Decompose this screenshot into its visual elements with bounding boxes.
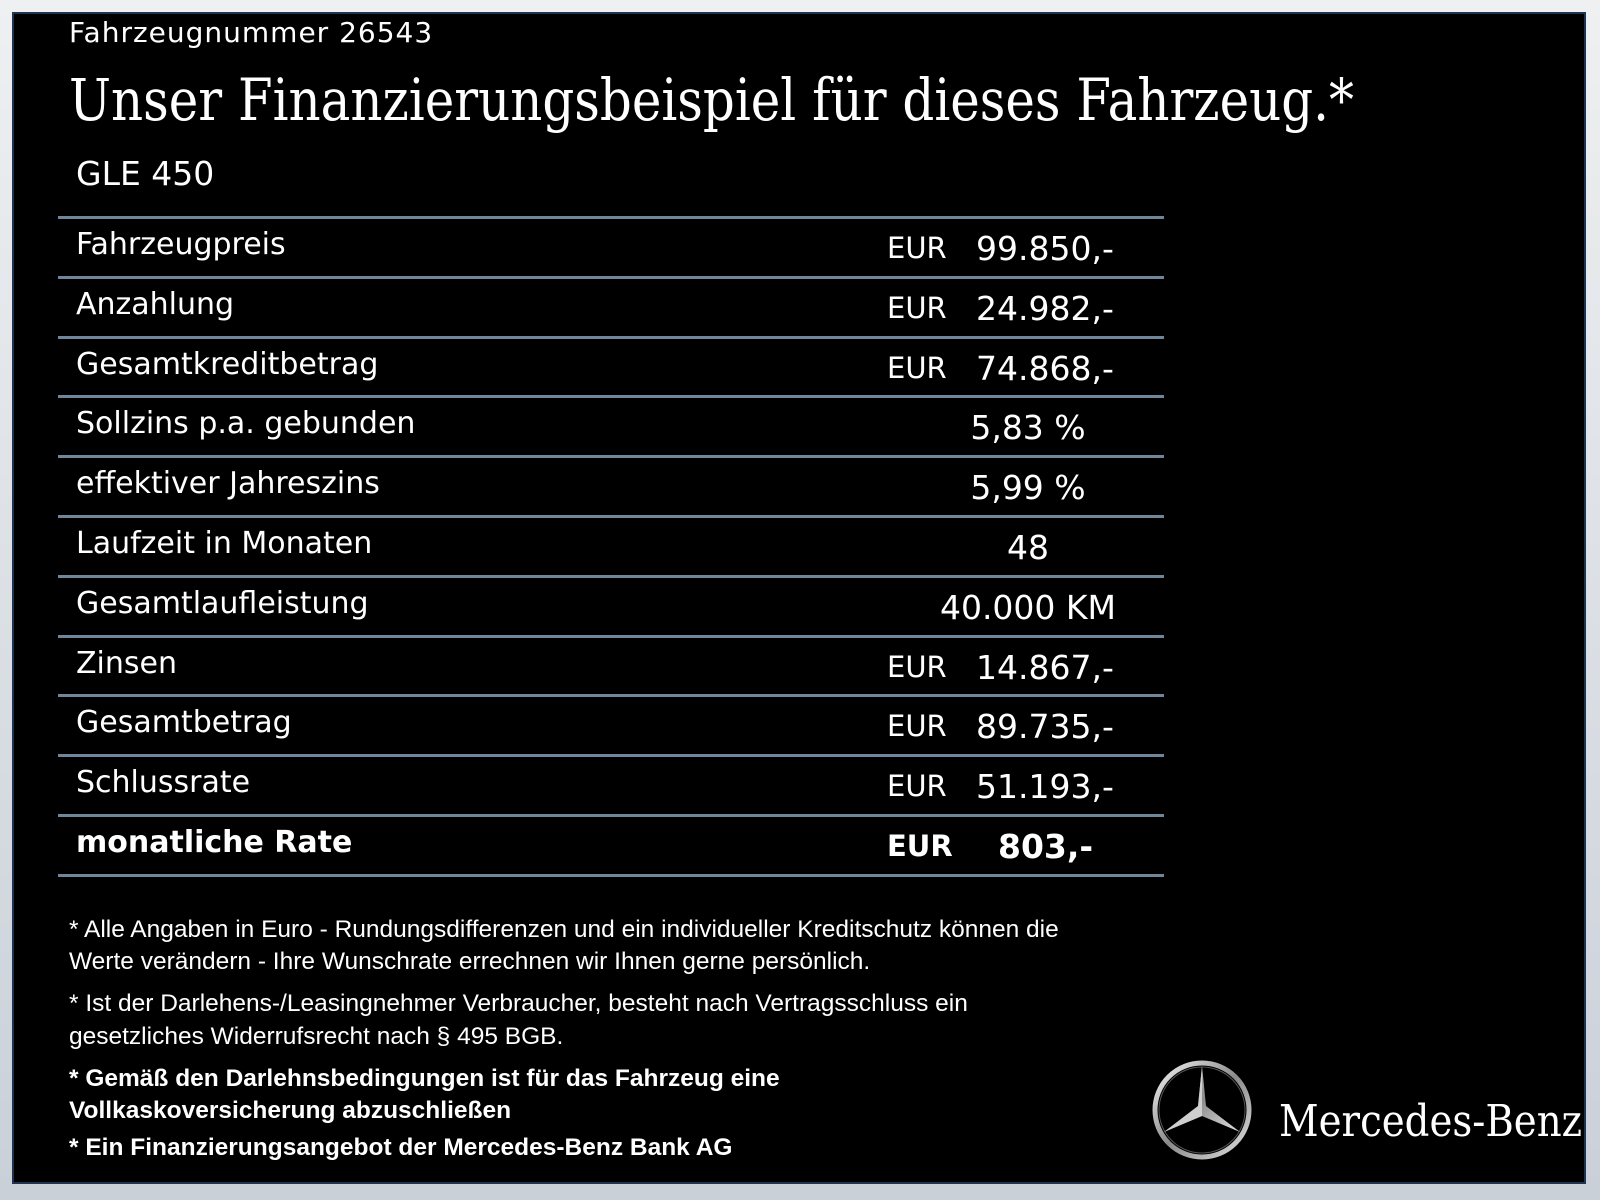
table-row: Gesamtlaufleistung 40.000 KM [58,578,1164,638]
table-row: Sollzins p.a. gebunden 5,83 % [58,398,1164,458]
row-divider [58,754,1164,758]
row-divider [58,694,1164,698]
row-value: 14.867,- [976,647,1114,687]
row-label: Schlussrate [76,765,251,801]
row-divider [58,335,1164,339]
row-value: 48 [1007,528,1049,567]
mercedes-star-icon [1152,1060,1252,1160]
row-currency: EUR [887,829,953,863]
row-currency: EUR [887,709,947,744]
row-label: monatliche Rate [76,825,353,860]
financing-panel: Fahrzeugnummer 26543 Unser Finanzierungs… [12,12,1586,1184]
row-value: 24.982,- [976,288,1114,328]
table-row: Gesamtkreditbetrag EUR 74.868,- [58,339,1164,399]
row-divider [58,574,1164,578]
table-row: Laufzeit in Monaten 48 [58,518,1164,578]
row-currency: EUR [887,350,947,385]
row-label: Laufzeit in Monaten [76,526,373,561]
table-row: monatliche Rate EUR 803,- [58,817,1164,877]
table-row: Zinsen EUR 14.867,- [58,638,1164,698]
page-title: Unser Finanzierungsbeispiel für dieses F… [69,66,1354,134]
footnote: Werte verändern - Ihre Wunschrate errech… [69,948,871,975]
row-label: Fahrzeugpreis [76,227,286,262]
row-label: effektiver Jahreszins [76,466,380,502]
row-value: 40.000 KM [939,587,1117,627]
footnote: Vollkaskoversicherung abzuschließen [69,1097,512,1124]
row-divider [58,814,1164,817]
row-divider [58,455,1164,459]
row-currency: EUR [887,769,947,804]
vehicle-model: GLE 450 [76,154,215,193]
footnote: * Ein Finanzierungsangebot der Mercedes-… [69,1134,733,1161]
row-value: 74.868,- [976,348,1114,388]
row-label: Gesamtbetrag [76,705,292,741]
row-value: 5,83 % [970,408,1086,448]
table-row: Gesamtbetrag EUR 89.735,- [58,697,1164,757]
row-label: Gesamtkreditbetrag [76,346,379,382]
table-row: Anzahlung EUR 24.982,- [58,279,1164,339]
row-divider [58,515,1164,518]
table-row: Schlussrate EUR 51.193,- [58,757,1164,817]
row-value: 5,99 % [970,468,1086,508]
row-divider [58,634,1164,638]
row-currency: EUR [887,231,947,265]
row-label: Anzahlung [76,286,235,322]
row-value: 803,- [998,827,1094,866]
footnote: * Ist der Darlehens-/Leasingnehmer Verbr… [69,990,968,1017]
row-divider [58,395,1164,399]
row-value: 89.735,- [976,707,1114,747]
row-value: 51.193,- [976,767,1114,807]
row-currency: EUR [887,649,947,684]
row-divider [58,216,1164,219]
row-divider [58,873,1164,877]
footnote: * Alle Angaben in Euro - Rundungsdiffere… [69,916,1059,943]
table-row: effektiver Jahreszins 5,99 % [58,458,1164,518]
row-currency: EUR [887,290,947,325]
vehicle-number: Fahrzeugnummer 26543 [69,16,434,49]
footnote: gesetzliches Widerrufsrecht nach § 495 B… [69,1023,564,1050]
table-row: Fahrzeugpreis EUR 99.850,- [58,219,1164,279]
row-label: Gesamtlaufleistung [76,585,369,621]
footnote: * Gemäß den Darlehnsbedingungen ist für … [69,1065,780,1092]
brand-wordmark: Mercedes-Benz [1279,1096,1583,1147]
row-label: Zinsen [76,645,178,681]
row-value: 99.850,- [976,229,1114,268]
row-label: Sollzins p.a. gebunden [76,406,416,442]
row-divider [58,275,1164,279]
